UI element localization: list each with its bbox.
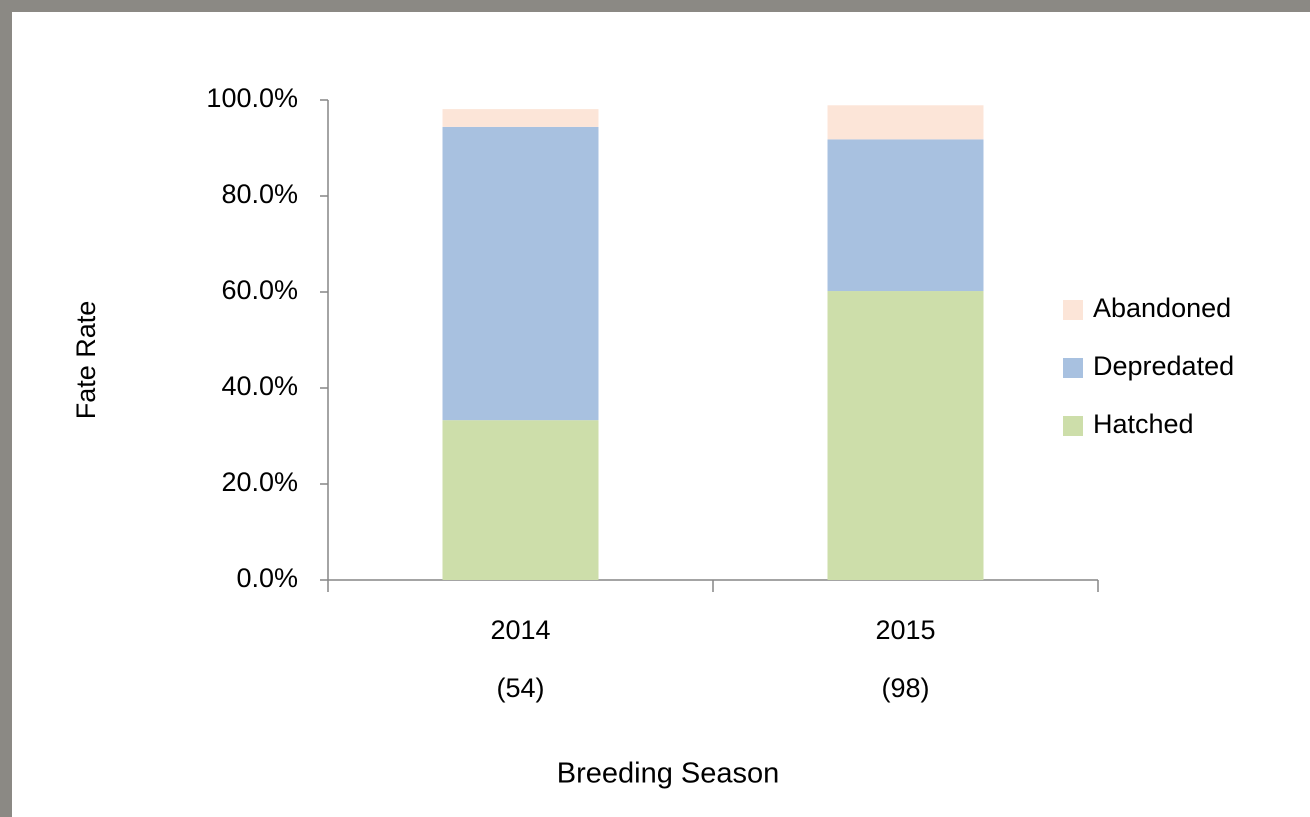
bar-segment: [442, 420, 599, 580]
bar-segment: [827, 105, 984, 140]
legend-swatch: [1063, 416, 1083, 436]
bar-segment: [442, 109, 599, 127]
y-tick-label: 80.0%: [221, 179, 298, 209]
x-tick-sublabel: (98): [881, 673, 929, 703]
legend-label: Hatched: [1093, 409, 1194, 439]
x-tick-sublabel: (54): [496, 673, 544, 703]
legend-swatch: [1063, 358, 1083, 378]
y-axis-title: Fate Rate: [71, 301, 101, 420]
bar-segment: [827, 139, 984, 292]
x-axis-title: Breeding Season: [557, 758, 780, 790]
y-tick-label: 0.0%: [236, 563, 298, 593]
bar-segment: [442, 126, 599, 421]
legend-swatch: [1063, 300, 1083, 320]
chart-panel: [12, 12, 1310, 817]
y-tick-label: 60.0%: [221, 275, 298, 305]
y-tick-label: 100.0%: [206, 83, 298, 113]
x-tick-label: 2014: [490, 615, 550, 645]
legend-label: Depredated: [1093, 351, 1234, 381]
bar-segment: [827, 291, 984, 580]
legend-label: Abandoned: [1093, 293, 1231, 323]
x-tick-label: 2015: [875, 615, 935, 645]
y-tick-label: 20.0%: [221, 467, 298, 497]
y-tick-label: 40.0%: [221, 371, 298, 401]
